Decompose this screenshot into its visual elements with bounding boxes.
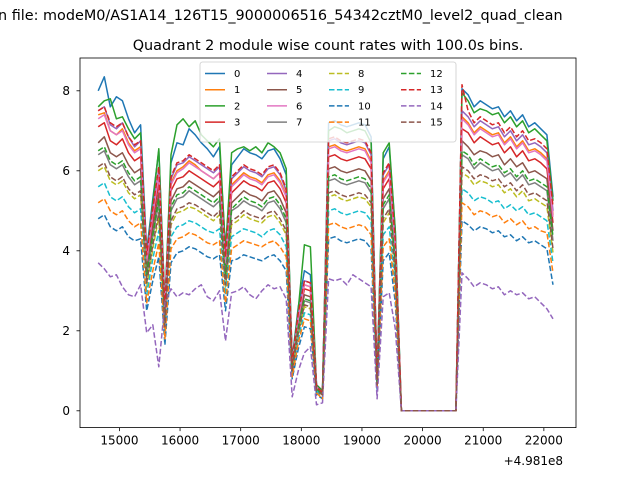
x-tick-label: 22000 [525, 434, 563, 448]
legend-label-13: 13 [430, 85, 443, 96]
plot-frame [79, 57, 577, 429]
x-tick-label: 19000 [343, 434, 381, 448]
x-tick-label: 18000 [282, 434, 320, 448]
legend-label-0: 0 [234, 69, 240, 80]
legend-box [199, 61, 457, 143]
x-tick-label: 15000 [100, 434, 138, 448]
legend-label-5: 5 [296, 85, 302, 96]
legend-label-10: 10 [358, 101, 371, 112]
x-tick-label: 17000 [222, 434, 260, 448]
y-tick-label: 2 [62, 324, 70, 338]
y-tick-label: 6 [62, 164, 70, 178]
legend-label-14: 14 [430, 101, 443, 112]
legend-label-12: 12 [430, 69, 443, 80]
series-line-12 [97, 146, 554, 412]
series-line-13 [97, 84, 554, 412]
legend-label-8: 8 [358, 69, 364, 80]
legend-label-1: 1 [234, 85, 240, 96]
legend-label-11: 11 [358, 118, 371, 129]
y-tick-label: 4 [62, 244, 70, 258]
series-line-9 [97, 182, 554, 412]
x-tick-label: 21000 [464, 434, 502, 448]
legend-label-2: 2 [234, 101, 240, 112]
series-line-15 [97, 162, 554, 412]
y-tick-label: 8 [62, 84, 70, 98]
plot-lines [97, 76, 554, 412]
y-tick-label: 0 [62, 404, 70, 418]
legend-label-9: 9 [358, 85, 364, 96]
chart-title: Quadrant 2 module wise count rates with … [133, 38, 524, 54]
x-tick-label: 20000 [403, 434, 441, 448]
x-tick-label: 16000 [161, 434, 199, 448]
figure-suptitle: n file: modeM0/AS1A14_126T15_9000006516_… [0, 8, 563, 24]
series-line-14 [97, 262, 554, 412]
axes: 15000 16000 17000 18000 19000 20000 21000 22000… [62, 84, 563, 448]
legend-label-4: 4 [296, 69, 302, 80]
legend-label-15: 15 [430, 118, 443, 129]
x-offset-label: +4.981e8 [504, 454, 563, 468]
legend-label-3: 3 [234, 118, 240, 129]
legend-label-7: 7 [296, 118, 302, 129]
legend-label-6: 6 [296, 101, 302, 112]
